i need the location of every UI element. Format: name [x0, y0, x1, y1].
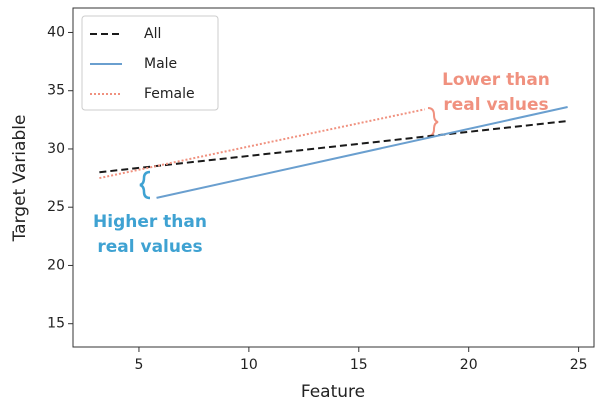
annotation: Lower than — [442, 70, 550, 90]
x-tick-label: 5 — [134, 357, 143, 373]
legend-label: Female — [144, 86, 195, 102]
y-tick-label: 40 — [47, 24, 65, 40]
legend-label: Male — [144, 56, 177, 72]
y-tick-label: 35 — [47, 83, 65, 99]
annotation: real values — [97, 237, 202, 257]
x-tick-label: 15 — [350, 357, 368, 373]
legend-label: All — [144, 26, 161, 42]
plot-frame — [72, 7, 595, 348]
brace — [427, 107, 439, 137]
x-tick-label: 25 — [570, 357, 588, 373]
series-line — [99, 120, 568, 174]
y-tick-label: 15 — [47, 316, 65, 332]
series-line — [156, 106, 568, 199]
annotation: Higher than — [93, 212, 207, 232]
x-tick-label: 20 — [460, 357, 478, 373]
y-tick-label: 30 — [47, 141, 65, 157]
series-line — [99, 108, 425, 180]
legend-box — [81, 15, 219, 111]
annotation: real values — [443, 95, 548, 115]
y-tick-label: 20 — [47, 257, 65, 273]
brace — [139, 170, 151, 200]
y-tick-label: 25 — [47, 199, 65, 215]
x-axis-label: Feature — [301, 382, 365, 402]
y-axis-label: Target Variable — [10, 115, 30, 243]
x-tick-label: 10 — [240, 357, 258, 373]
